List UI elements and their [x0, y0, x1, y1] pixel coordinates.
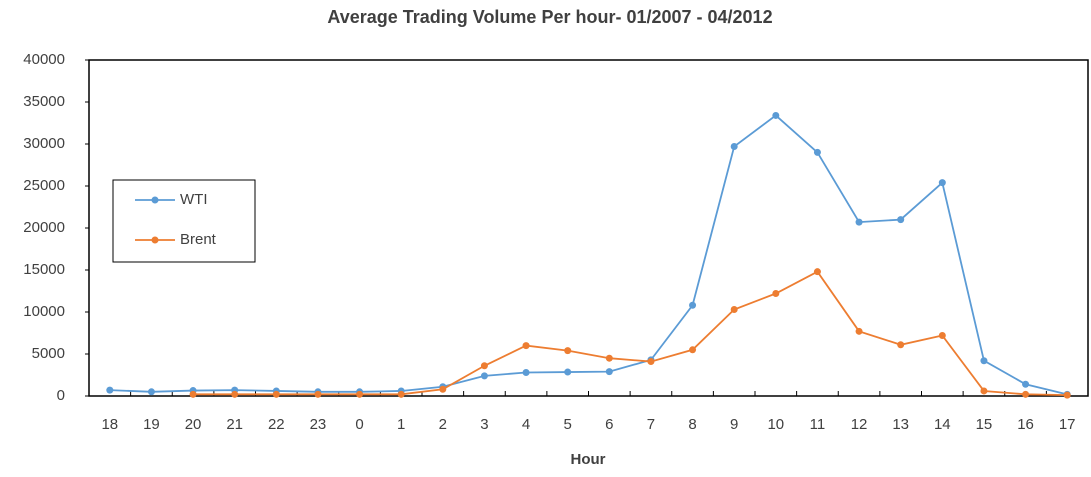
x-tick-label: 4	[522, 416, 530, 433]
legend-marker	[151, 236, 159, 244]
data-point	[480, 362, 488, 370]
data-point	[897, 216, 905, 224]
data-point	[106, 386, 114, 394]
data-point	[772, 111, 780, 119]
y-tick-label: 20000	[23, 219, 65, 236]
data-point	[730, 305, 738, 313]
x-tick-label: 12	[851, 416, 868, 433]
data-point	[314, 390, 322, 398]
x-tick-label: 14	[934, 416, 951, 433]
data-point	[564, 368, 572, 376]
x-tick-label: 2	[439, 416, 447, 433]
data-point	[980, 387, 988, 395]
data-point	[1063, 391, 1071, 399]
data-point	[689, 346, 697, 354]
data-point	[647, 358, 655, 366]
data-point	[439, 385, 447, 393]
x-tick-label: 23	[310, 416, 327, 433]
data-point	[730, 143, 738, 151]
y-tick-label: 35000	[23, 93, 65, 110]
y-tick-label: 5000	[32, 345, 65, 362]
data-point	[689, 301, 697, 309]
data-point	[855, 218, 863, 226]
y-tick-label: 15000	[23, 261, 65, 278]
data-point	[813, 148, 821, 156]
data-point	[231, 390, 239, 398]
data-point	[356, 390, 364, 398]
x-tick-label: 1	[397, 416, 405, 433]
data-point	[980, 357, 988, 365]
chart-title: Average Trading Volume Per hour- 01/2007…	[327, 7, 772, 27]
x-tick-label: 10	[767, 416, 784, 433]
y-tick-label: 0	[57, 387, 65, 404]
y-tick-label: 30000	[23, 135, 65, 152]
data-point	[397, 390, 405, 398]
data-point	[272, 390, 280, 398]
data-point	[855, 327, 863, 335]
x-tick-label: 16	[1017, 416, 1034, 433]
data-point	[813, 268, 821, 276]
x-tick-label: 8	[688, 416, 696, 433]
x-axis-title: Hour	[571, 451, 606, 468]
legend-label: Brent	[180, 231, 217, 248]
x-tick-label: 20	[185, 416, 202, 433]
x-tick-label: 17	[1059, 416, 1076, 433]
data-point	[938, 179, 946, 187]
y-tick-label: 10000	[23, 303, 65, 320]
x-tick-label: 13	[892, 416, 909, 433]
x-tick-label: 6	[605, 416, 613, 433]
data-point	[522, 368, 530, 376]
x-tick-label: 22	[268, 416, 285, 433]
y-tick-label: 40000	[23, 51, 65, 68]
series-line	[193, 270, 1068, 397]
data-point	[189, 390, 197, 398]
x-tick-label: 11	[810, 416, 826, 433]
data-point	[147, 388, 155, 396]
x-tick-label: 3	[480, 416, 488, 433]
legend-marker	[151, 196, 159, 204]
x-tick-label: 18	[101, 416, 118, 433]
series-line	[109, 114, 1068, 396]
x-tick-label: 15	[976, 416, 993, 433]
data-point	[772, 290, 780, 298]
data-point	[522, 342, 530, 350]
data-point	[605, 368, 613, 376]
x-tick-label: 0	[355, 416, 363, 433]
x-tick-label: 5	[564, 416, 572, 433]
y-tick-label: 25000	[23, 177, 65, 194]
x-tick-label: 19	[143, 416, 160, 433]
legend-box	[112, 179, 256, 263]
data-point	[1022, 380, 1030, 388]
data-point	[480, 372, 488, 380]
data-point	[938, 332, 946, 340]
x-tick-label: 21	[226, 416, 243, 433]
x-tick-label: 7	[647, 416, 655, 433]
data-point	[1022, 390, 1030, 398]
data-point	[564, 347, 572, 355]
x-tick-label: 9	[730, 416, 738, 433]
legend-label: WTI	[180, 191, 208, 208]
data-point	[897, 341, 905, 349]
data-point	[605, 354, 613, 362]
